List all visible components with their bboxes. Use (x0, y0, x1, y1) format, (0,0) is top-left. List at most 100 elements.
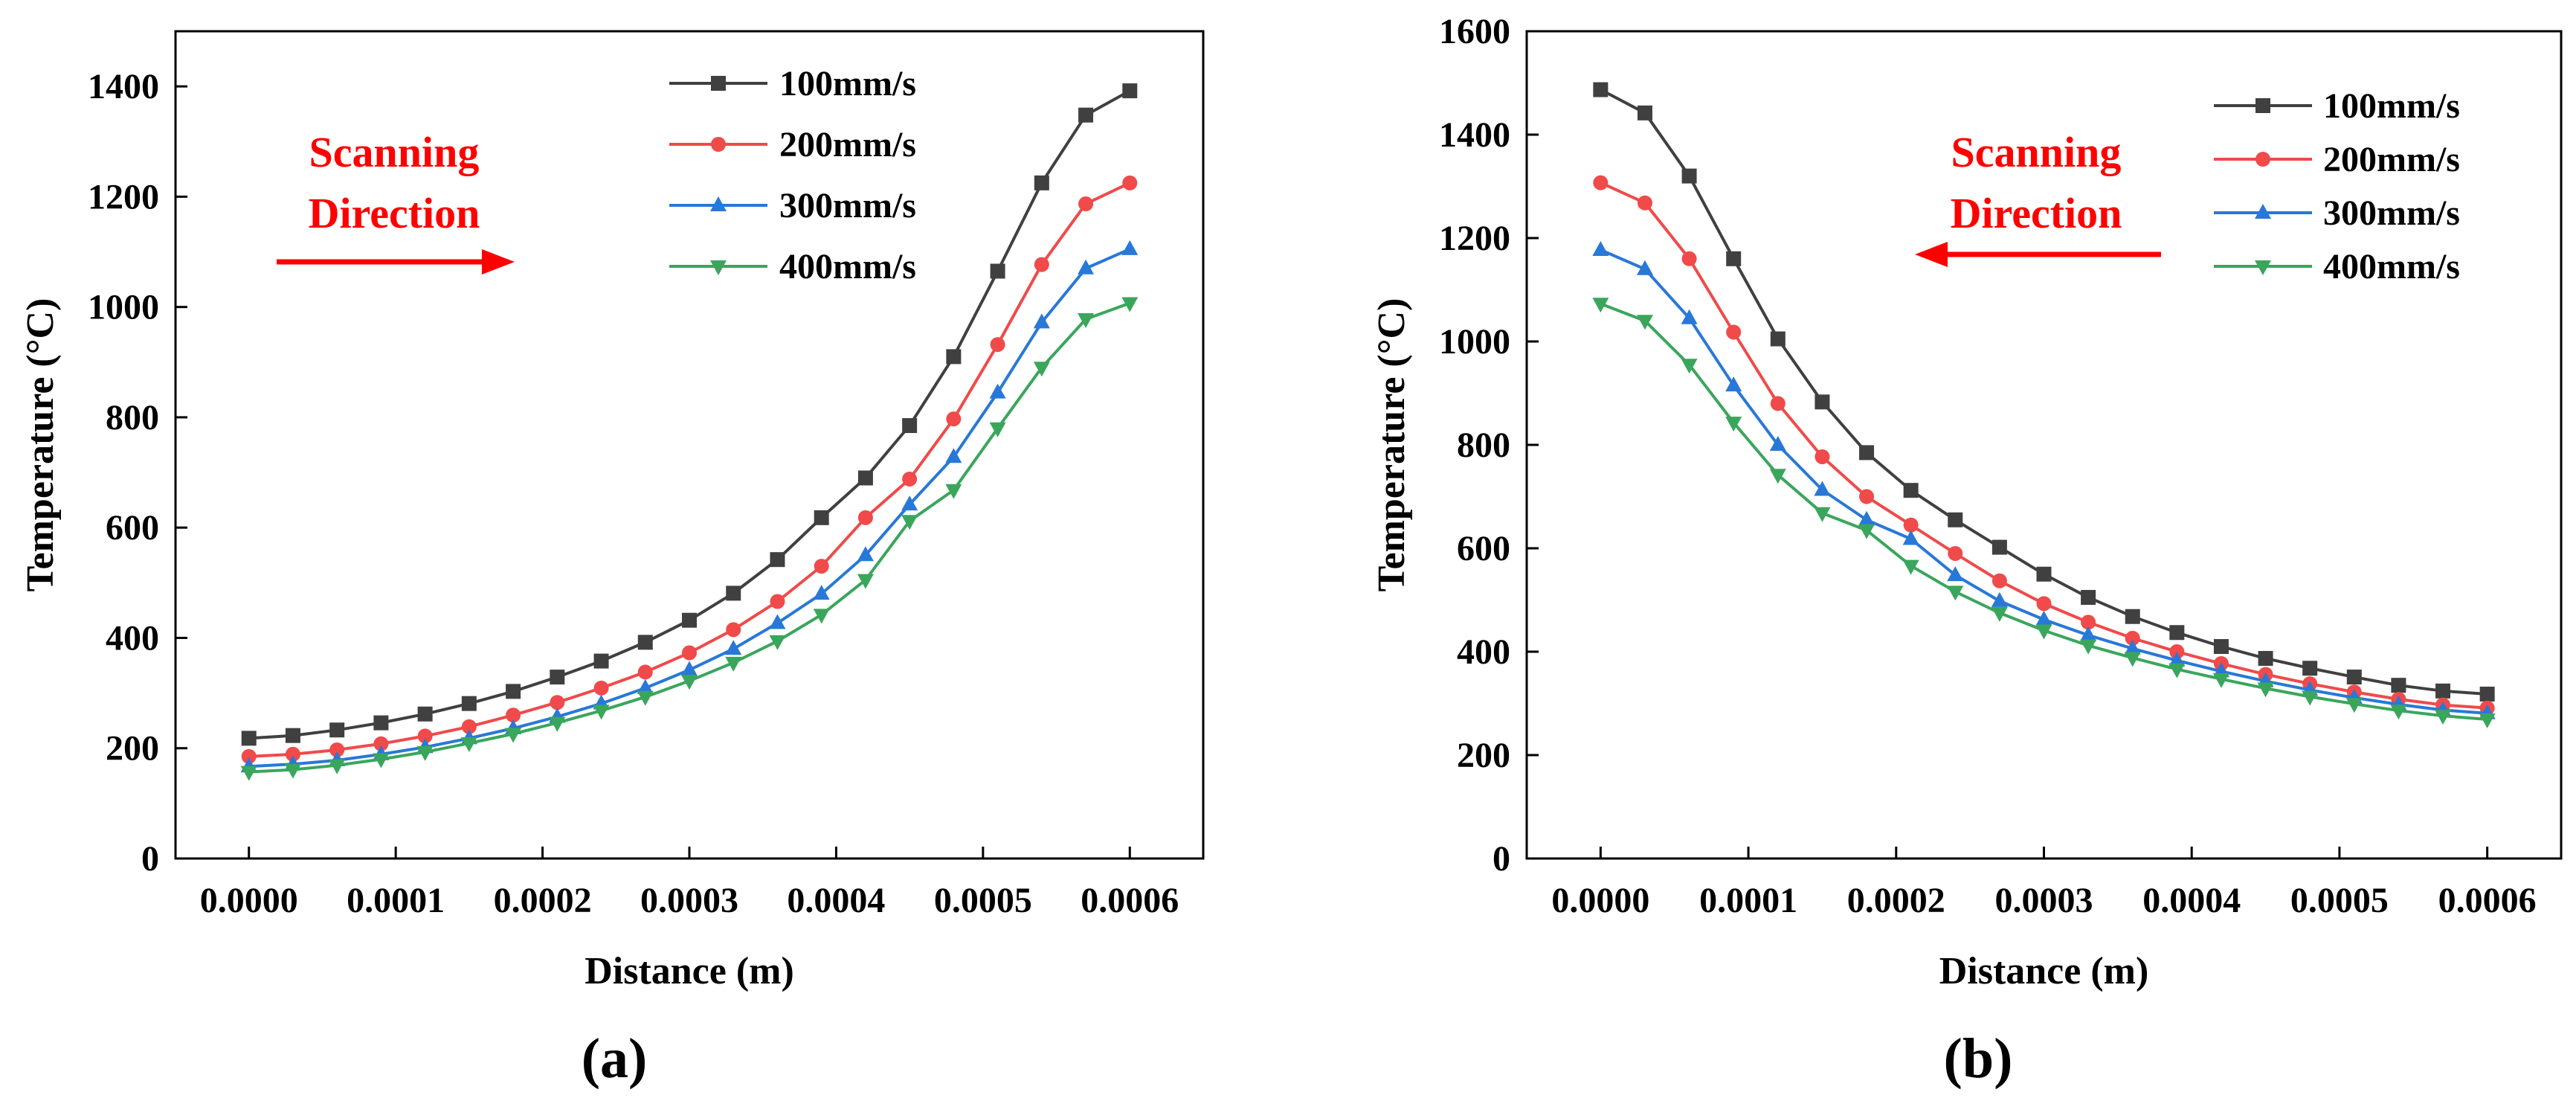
chart-b-legend-marker (2255, 204, 2271, 219)
chart-panel-b: 0 200 400 600 800 1000 1200 1400 1600 0.0000 0.000… (1371, 12, 2563, 992)
chart-a-data-point (285, 728, 300, 743)
chart-b-x-axis-label: Distance (m) (1939, 950, 2149, 992)
chart-b-data-point (1859, 445, 1875, 460)
chart-a-data-point (593, 680, 609, 696)
chart-b-x-tick-label: 0.0002 (1847, 881, 1945, 920)
chart-a-data-point (506, 684, 521, 699)
chart-b-legend-marker (2255, 152, 2270, 167)
chart-a-data-point (813, 585, 830, 600)
chart-a-data-point (813, 609, 830, 624)
chart-b-data-point (1769, 469, 1786, 484)
chart-a-y-tick-label: 1200 (88, 177, 159, 216)
chart-b-data-point (1948, 512, 1963, 527)
chart-a-legend-marker (710, 196, 727, 211)
chart-a-data-point (461, 719, 477, 734)
chart-b-data-point (2125, 609, 2140, 624)
chart-b-data-point (2036, 596, 2052, 612)
chart-a-data-point (506, 707, 521, 723)
chart-a-data-point (329, 759, 346, 774)
chart-a-data-point (240, 766, 257, 781)
chart-b-x-tick-label: 0.0006 (2438, 881, 2537, 920)
chart-b-data-point (1903, 517, 1919, 533)
chart-a-data-point (857, 510, 873, 525)
chart-b-data-point (2212, 673, 2229, 688)
chart-b-data-point (1859, 489, 1875, 504)
chart-b-data-point (1770, 396, 1786, 411)
chart-a-data-point (902, 471, 918, 487)
chart-b-data-point (1592, 240, 1609, 256)
chart-a-y-tick-label: 1400 (88, 67, 159, 106)
chart-b-y-tick-label: 0 (1493, 839, 1510, 879)
chart-b-data-point (1947, 566, 1964, 582)
chart-a-data-point (990, 337, 1005, 353)
chart-a-series-line (248, 301, 1130, 774)
chart-a-data-point (726, 622, 741, 638)
chart-a-x-tick-label: 0.0001 (347, 881, 445, 920)
chart-a-data-point (1033, 313, 1050, 329)
chart-b-data-point (1681, 309, 1698, 324)
chart-b-data-point (1991, 539, 2007, 555)
chart-a-data-point (814, 510, 829, 525)
chart-b-data-point (2081, 614, 2096, 630)
chart-a-x-tick-label: 0.0006 (1081, 881, 1179, 920)
chart-a-x-tick-label: 0.0003 (640, 881, 738, 920)
chart-a-data-point (989, 422, 1006, 437)
panel-label-b: (b) (1944, 1027, 2013, 1090)
chart-a-legend-label: 200mm/s (779, 125, 916, 164)
chart-b-legend-marker (2255, 98, 2270, 113)
chart-a-data-point (1121, 240, 1139, 255)
chart-a-annotation-line1: Scanning (309, 128, 480, 176)
chart-b-legend-label: 400mm/s (2323, 247, 2460, 286)
chart-a-data-point (241, 748, 257, 764)
chart-b-y-tick-label: 1200 (1439, 219, 1510, 258)
chart-b-data-point (1725, 376, 1742, 392)
chart-a-data-point (329, 742, 345, 757)
chart-a-data-point (945, 448, 962, 463)
chart-a-data-point (593, 705, 610, 720)
chart-b-data-point (1593, 175, 1609, 190)
chart-b-data-point (1681, 251, 1697, 266)
chart-b-legend-label: 300mm/s (2323, 193, 2460, 233)
chart-a-data-point (857, 574, 874, 589)
chart-b-data-point (2479, 713, 2496, 729)
chart-a-data-point (682, 612, 697, 628)
chart-b-data-point (2080, 626, 2097, 641)
chart-b-y-tick-label: 1000 (1439, 322, 1510, 362)
chart-b-data-point (1637, 195, 1652, 211)
chart-a-data-point (814, 559, 829, 574)
chart-a-data-point (989, 383, 1006, 399)
chart-b-y-tick-label: 1400 (1439, 115, 1510, 155)
chart-a-data-point (945, 484, 962, 499)
chart-b-series-line (1600, 302, 2488, 721)
chart-a-data-point (901, 515, 918, 530)
chart-b-data-point (2346, 670, 2362, 685)
chart-a-y-tick-label: 400 (106, 618, 159, 658)
chart-b-data-point (1947, 585, 1964, 601)
chart-a-y-tick-label: 800 (106, 398, 159, 437)
chart-a-data-point (329, 722, 345, 738)
chart-b-legend-marker (2255, 260, 2271, 275)
chart-a-y-tick-label: 600 (106, 508, 159, 548)
chart-a-data-point (461, 696, 477, 711)
chart-a-x-tick-label: 0.0004 (787, 881, 885, 920)
chart-a-data-point (726, 585, 741, 601)
chart-b-data-point (1592, 298, 1609, 313)
chart-a-legend-label: 300mm/s (779, 186, 916, 225)
chart-a-annotation-line2: Direction (309, 189, 480, 237)
chart-b-data-point (1991, 591, 2008, 607)
chart-a-data-point (1121, 297, 1139, 312)
chart-b-data-point (1814, 481, 1831, 496)
chart-a-data-point (637, 678, 654, 694)
chart-b-x-tick-label: 0.0005 (2290, 881, 2389, 920)
chart-b-data-point (2169, 625, 2185, 641)
chart-a-data-point (1034, 257, 1049, 272)
chart-b-x-tick-label: 0.0001 (1699, 881, 1797, 920)
chart-b-data-point (1815, 449, 1830, 464)
chart-a-data-point (417, 728, 433, 744)
chart-b-data-point (1991, 606, 2008, 622)
chart-b-data-point (2479, 686, 2495, 702)
chart-b-data-point (1770, 331, 1786, 347)
chart-b-data-point (2213, 639, 2229, 655)
chart-a-data-point (1033, 362, 1050, 377)
chart-a-data-point (902, 418, 918, 434)
